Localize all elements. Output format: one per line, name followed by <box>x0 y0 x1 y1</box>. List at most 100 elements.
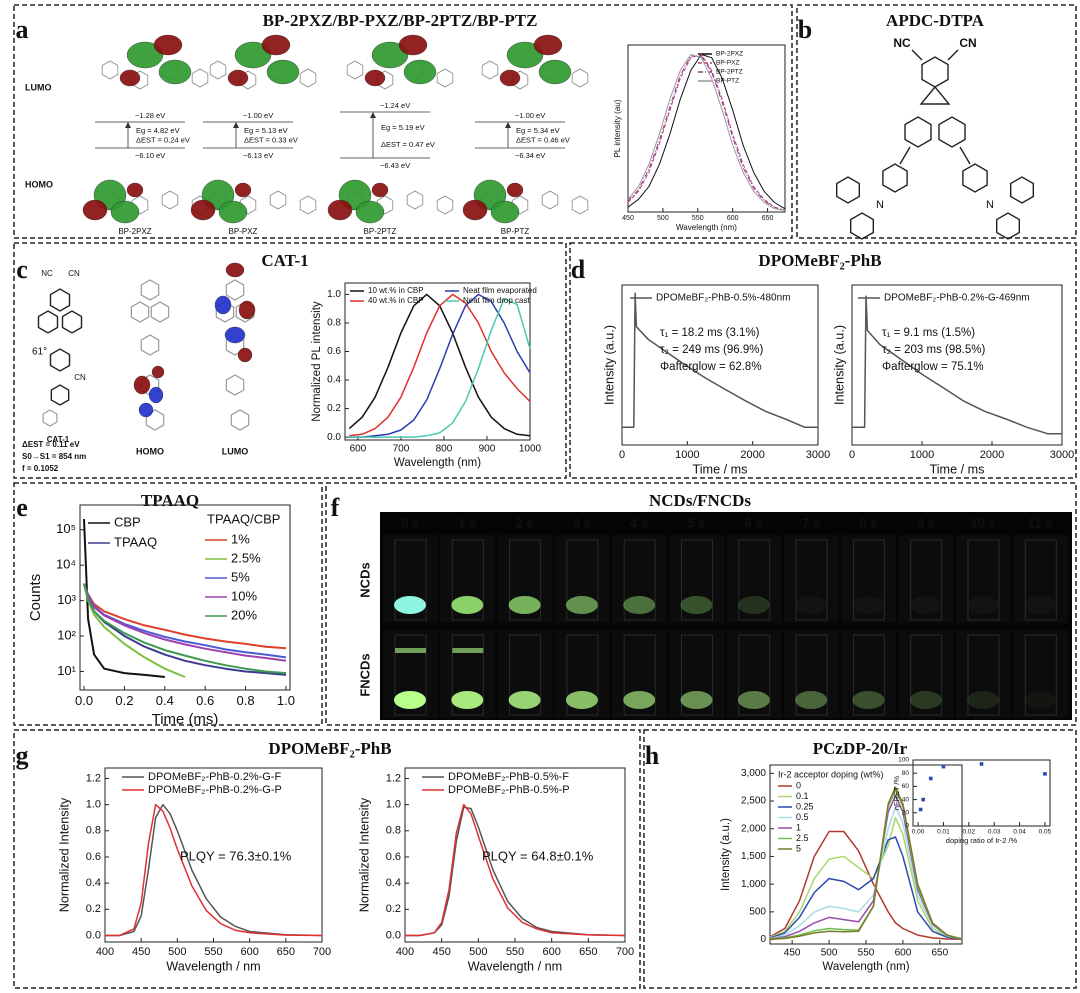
ring <box>882 163 908 193</box>
vial <box>852 634 885 716</box>
vial-glow <box>909 596 942 614</box>
x-tick-label: 550 <box>858 948 875 959</box>
property: ΔEST = 0.11 eV <box>22 440 80 449</box>
y-axis-label: PL intensity (au) <box>613 99 622 157</box>
x-tick-label: 600 <box>350 444 367 455</box>
y-tick-label: 1.0 <box>327 289 341 300</box>
legend-label: 2.5 <box>796 833 809 843</box>
panel-title: TPAAQ <box>141 491 199 510</box>
ring <box>49 348 71 372</box>
ring <box>101 60 119 80</box>
orbital-lobe <box>403 59 437 85</box>
ring <box>406 190 424 210</box>
y-tick-label: 100 <box>898 757 909 764</box>
y-tick-label: 0 <box>760 934 766 945</box>
vial <box>681 539 713 621</box>
molecule-name: BP-2PTZ <box>364 227 397 236</box>
vial-glow <box>451 596 484 614</box>
y-axis-label: ηFRET /% <box>892 775 901 810</box>
legend-label: 0.25 <box>796 801 814 811</box>
x-tick-label: 1000 <box>910 449 934 461</box>
y-tick-label: 0.0 <box>386 929 401 941</box>
x-tick-label: 3000 <box>806 449 830 461</box>
y-tick-label: 10⁵ <box>56 521 76 536</box>
y-tick-label: 1.0 <box>386 799 401 811</box>
orbital-lobe <box>227 69 249 87</box>
time-label: 8 s <box>859 515 877 530</box>
x-tick-label: 0.04 <box>1013 829 1026 836</box>
x-tick-label: 650 <box>762 215 774 222</box>
ring <box>161 190 179 210</box>
ring <box>49 288 71 312</box>
annotation: PLQY = 64.8±0.1% <box>482 848 594 863</box>
orbital-lobe <box>364 69 386 87</box>
scatter-point <box>921 797 925 802</box>
x-tick-label: 500 <box>821 948 838 959</box>
y-tick-label: 0.2 <box>327 403 341 414</box>
orbital-lobe <box>190 199 216 221</box>
scatter-point <box>979 762 984 766</box>
panel-title: APDC-DTPA <box>886 11 985 30</box>
y-tick-label: 20 <box>902 810 910 817</box>
data-line <box>349 293 531 438</box>
ring <box>131 195 149 215</box>
panel-label: d <box>571 255 586 284</box>
orbital-lobe <box>119 69 141 87</box>
y-tick-label: 1.2 <box>86 772 101 784</box>
orbital-lobe <box>355 200 385 224</box>
x-tick-label: 700 <box>393 444 410 455</box>
x-tick-label: 700 <box>313 946 331 958</box>
molecule-name: BP-2PXZ <box>118 227 151 236</box>
panel-title: BP-2PXZ/BP-PXZ/BP-2PTZ/BP-PTZ <box>263 11 538 30</box>
ring <box>299 195 317 215</box>
x-tick-label: 1000 <box>519 444 542 455</box>
data-line <box>627 54 786 210</box>
panel-frame <box>13 482 323 726</box>
legend-label: DPOMeBF₂-PhB-0.5%-F <box>448 771 569 783</box>
molecule-name: BP-PXZ <box>229 227 258 236</box>
photo-cell <box>841 535 897 623</box>
atom-label: CN <box>74 373 86 382</box>
vial-glow <box>909 691 942 709</box>
x-tick-label: 450 <box>132 946 150 958</box>
vial-glow <box>795 691 828 709</box>
data-line <box>83 583 287 662</box>
vial <box>852 539 885 621</box>
y-tick-label: 0 <box>905 823 909 830</box>
x-tick-label: 800 <box>436 444 453 455</box>
orbital-lobe <box>138 402 154 418</box>
scatter-point <box>928 776 933 781</box>
annotation: PLQY = 76.3±0.1% <box>180 848 292 863</box>
vial <box>795 634 828 716</box>
molecule-name: CAT-1 <box>47 435 70 444</box>
photo-cell <box>784 630 840 718</box>
y-axis-label: Intensity (a.u.) <box>832 325 846 405</box>
x-tick-label: 400 <box>396 946 414 958</box>
x-tick-label: 550 <box>506 946 524 958</box>
x-axis-label: Wavelength (nm) <box>822 961 909 973</box>
panel-frame <box>796 4 1077 239</box>
ring <box>299 68 317 88</box>
vial <box>967 634 1000 716</box>
level-label: −6.34 eV <box>515 151 545 160</box>
orbital-lobe <box>126 182 144 198</box>
x-tick-label: 600 <box>727 215 739 222</box>
molecule-name: BP-PTZ <box>501 227 530 236</box>
y-tick-label: 1.0 <box>86 799 101 811</box>
panel-label: g <box>16 741 29 770</box>
panel-label: h <box>645 741 660 770</box>
time-label: 3 s <box>573 515 591 530</box>
y-tick-label: 0.4 <box>386 877 401 889</box>
vial-glow <box>1024 596 1057 614</box>
x-tick-label: 550 <box>204 946 222 958</box>
level-label: −6.13 eV <box>243 151 273 160</box>
orbital-lobe <box>82 199 108 221</box>
gap-label: Eg = 5.34 eV <box>516 126 560 135</box>
level-label: −6.10 eV <box>135 151 165 160</box>
dest-label: ΔEST = 0.24 eV <box>136 136 190 145</box>
y-axis-label: Normalized Intensity <box>57 797 71 912</box>
y-tick-label: 0.8 <box>86 825 101 837</box>
x-tick-label: 650 <box>932 948 949 959</box>
orbital-label: HOMO <box>136 446 164 456</box>
orbital-lobe <box>225 262 245 278</box>
